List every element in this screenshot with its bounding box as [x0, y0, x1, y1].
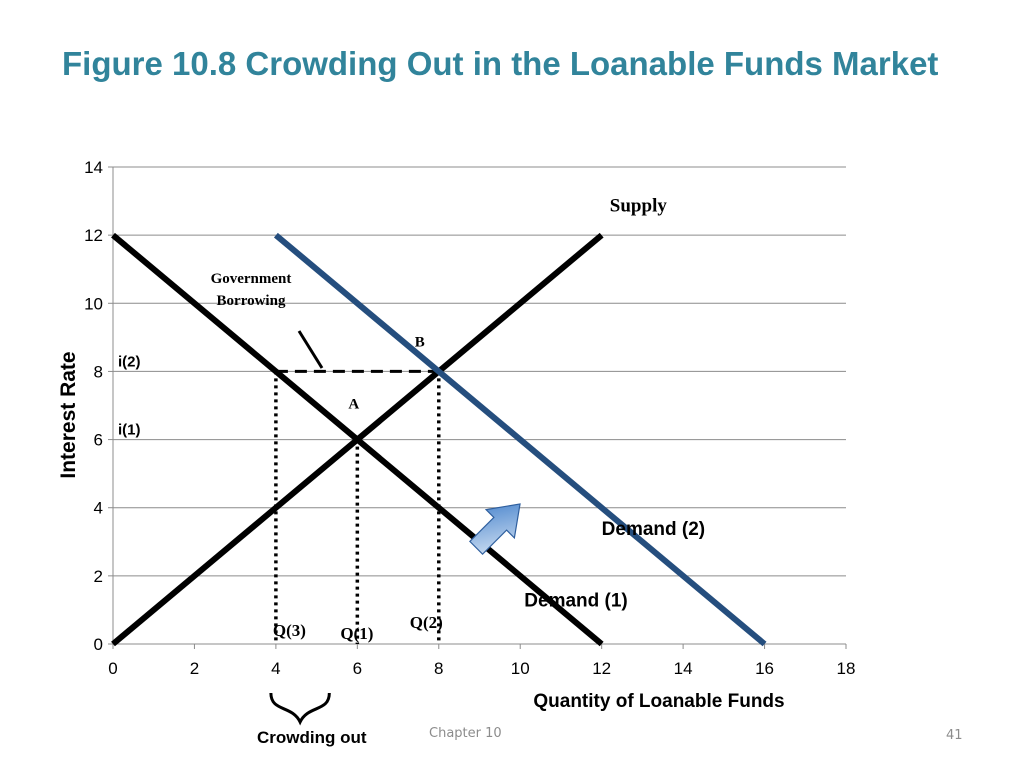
- shift-arrow-icon: [468, 503, 521, 556]
- series-label: Demand (1): [524, 591, 627, 612]
- x-tick-label: 10: [511, 659, 530, 678]
- x-tick-label: 2: [190, 659, 199, 678]
- y-tick-label: 12: [84, 226, 103, 245]
- x-axis-title: Quantity of Loanable Funds: [533, 691, 784, 712]
- y-tick-label: 4: [94, 499, 103, 518]
- x-tick-label: 8: [434, 659, 443, 678]
- government-borrowing-label: Government: [211, 271, 292, 287]
- quantity-label: Q(2): [410, 613, 443, 632]
- slide-title: Figure 10.8 Crowding Out in the Loanable…: [62, 45, 939, 82]
- gridlines: [113, 166, 846, 577]
- y-tick-label: 10: [84, 294, 103, 313]
- rate-label: i(1): [118, 422, 141, 439]
- series-label: Demand (2): [602, 519, 705, 540]
- x-tick-label: 12: [592, 659, 611, 678]
- x-tick-label: 4: [271, 659, 280, 678]
- x-tick-label: 14: [674, 659, 693, 678]
- quantity-label: Q(1): [340, 624, 373, 643]
- x-tick-label: 6: [353, 659, 362, 678]
- government-borrowing-pointer: [297, 330, 324, 369]
- x-tick-label: 16: [755, 659, 774, 678]
- y-tick-label: 6: [94, 431, 103, 450]
- series-line-demand-2: [273, 232, 767, 647]
- x-tick-label: 0: [108, 659, 117, 678]
- y-tick-label: 0: [94, 635, 103, 654]
- y-axis-title: Interest Rate: [57, 351, 80, 478]
- demand-shift-arrow: [468, 503, 521, 556]
- y-tick-label: 8: [94, 362, 103, 381]
- guide-lines: [274, 369, 441, 644]
- x-tick-label: 18: [837, 659, 856, 678]
- series-label: Supply: [610, 195, 668, 216]
- y-tick-label: 14: [84, 158, 103, 177]
- crowding-out-brace: [269, 692, 331, 726]
- quantity-label: Q(3): [273, 621, 306, 640]
- demand-shift-arrow-group: [468, 503, 521, 556]
- axes: 0 2 4 6 8 10 12 14 0 2 4 6 8 10 12 14 16 18 Quantity of Lo…: [57, 158, 855, 712]
- rate-label: i(2): [118, 353, 141, 370]
- chart-labels: Supply Demand (2) Demand (1) A Bi(2) i(1) Q(3)…: [118, 195, 705, 726]
- government-borrowing-label: Borrowing: [217, 293, 286, 309]
- point-label-a: A: [348, 397, 359, 413]
- point-label-b: B: [415, 334, 425, 350]
- footer-chapter: Chapter 10: [429, 726, 502, 741]
- series-lines: [111, 232, 767, 647]
- crowding-out-label: Crowding out: [257, 728, 367, 747]
- y-tick-label: 2: [94, 567, 103, 586]
- page-number: 41: [946, 728, 963, 743]
- series-line-demand-1: [111, 232, 604, 647]
